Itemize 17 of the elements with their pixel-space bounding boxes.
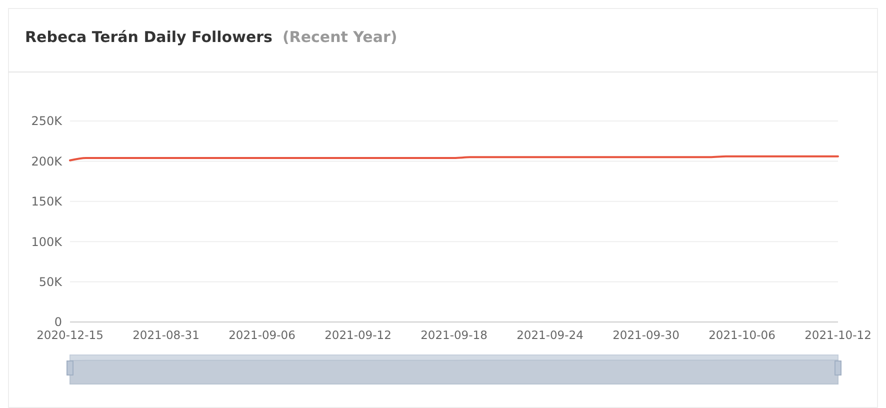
- x-tick-label: 2021-09-18: [420, 328, 488, 342]
- chart-title: Rebeca Terán Daily Followers: [25, 28, 272, 46]
- x-tick-label: 2021-09-30: [612, 328, 680, 342]
- y-tick-label: 250K: [31, 114, 64, 128]
- y-tick-label: 0: [54, 315, 62, 330]
- x-tick-label: 2021-09-24: [516, 328, 584, 342]
- x-tick-label: 2021-10-06: [708, 328, 776, 342]
- y-tick-label: 150K: [31, 194, 64, 209]
- x-tick-label: 2021-10-12: [804, 328, 872, 342]
- x-tick-label: 2021-09-06: [228, 328, 296, 342]
- y-tick-label: 200K: [31, 154, 64, 168]
- chart-subtitle: (Recent Year): [282, 28, 398, 46]
- y-tick-label: 100K: [31, 234, 64, 249]
- x-tick-label: 2021-08-31: [132, 328, 200, 342]
- x-tick-label: 2020-12-15: [36, 328, 104, 342]
- x-tick-label: 2021-09-12: [324, 328, 392, 342]
- y-tick-label: 50K: [38, 275, 64, 289]
